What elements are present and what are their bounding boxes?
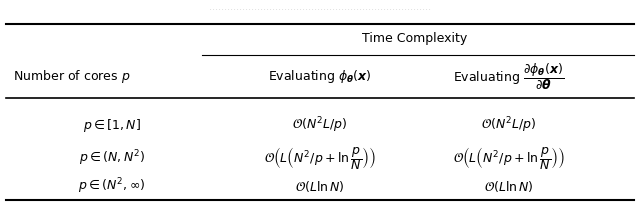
Text: $\mathcal{O}(L \ln N)$: $\mathcal{O}(L \ln N)$	[484, 179, 534, 194]
Text: $p \in [1, N]$: $p \in [1, N]$	[83, 117, 141, 134]
Text: $p \in (N^2, \infty)$: $p \in (N^2, \infty)$	[78, 177, 146, 196]
Text: Evaluating $\phi_{\boldsymbol{\theta}}(\boldsymbol{x})$: Evaluating $\phi_{\boldsymbol{\theta}}(\…	[268, 68, 372, 85]
Text: $\mathcal{O}(N^2 L/p)$: $\mathcal{O}(N^2 L/p)$	[292, 116, 348, 135]
Text: Time Complexity: Time Complexity	[362, 32, 467, 45]
Text: . . . . . . . . . . . . . . . . . . . . . . . . . . . . . . . . . . . . . . . . : . . . . . . . . . . . . . . . . . . . . …	[210, 6, 430, 11]
Text: $\mathcal{O}\left(L\left(N^2/p + \ln \dfrac{p}{N}\right)\right)$: $\mathcal{O}\left(L\left(N^2/p + \ln \df…	[264, 145, 376, 172]
Text: $p \in (N, N^2)$: $p \in (N, N^2)$	[79, 148, 145, 168]
Text: $\mathcal{O}(N^2 L/p)$: $\mathcal{O}(N^2 L/p)$	[481, 116, 536, 135]
Text: $\mathcal{O}(L \ln N)$: $\mathcal{O}(L \ln N)$	[295, 179, 345, 194]
Text: Number of cores $p$: Number of cores $p$	[13, 68, 130, 85]
Text: Evaluating $\dfrac{\partial \phi_{\boldsymbol{\theta}}(\boldsymbol{x})}{\partial: Evaluating $\dfrac{\partial \phi_{\bolds…	[453, 61, 564, 92]
Text: $\mathcal{O}\left(L\left(N^2/p + \ln \dfrac{p}{N}\right)\right)$: $\mathcal{O}\left(L\left(N^2/p + \ln \df…	[452, 145, 565, 172]
